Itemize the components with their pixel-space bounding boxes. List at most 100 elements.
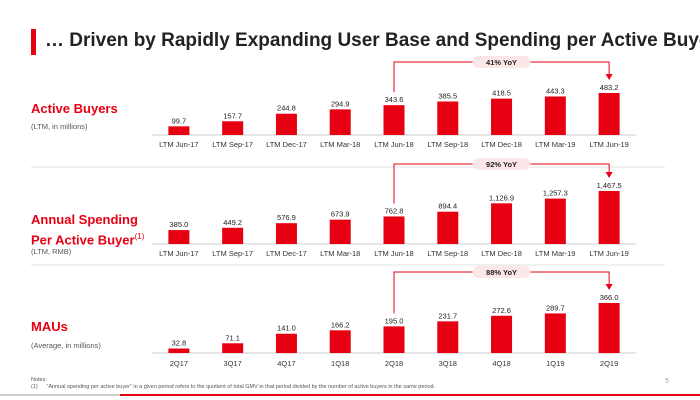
chart-maus-bar: [437, 321, 459, 353]
chart-active-buyers-category-label: LTM Mar-18: [320, 140, 360, 149]
chart-active-buyers-bar: [437, 101, 459, 135]
section-subtitle-maus: (Average, in millions): [31, 341, 101, 350]
chart-spending-bar: [383, 216, 405, 244]
chart-active-buyers-value-label: 294.9: [331, 99, 350, 108]
chart-spending-category-label: LTM Jun-17: [159, 249, 198, 258]
chart-spending-category-label: LTM Mar-19: [535, 249, 575, 258]
chart-maus-bar: [491, 315, 513, 353]
chart-spending-value-label: 894.4: [438, 202, 457, 211]
chart-spending-value-label: 1,126.9: [489, 193, 514, 202]
chart-active-buyers-category-label: LTM Jun-17: [159, 140, 198, 149]
chart-maus-value-label: 32.8: [172, 339, 187, 348]
footnote-mark: (1): [134, 232, 145, 241]
chart-maus-category-label: 4Q17: [277, 359, 295, 368]
chart-maus-category-label: 2Q19: [600, 359, 618, 368]
chart-active-buyers-value-label: 157.7: [223, 111, 242, 120]
note-number: (1): [31, 384, 38, 390]
footer-line: [0, 394, 700, 396]
chart-maus-value-label: 141.0: [277, 324, 296, 333]
chart-spending-value-label: 385.0: [169, 220, 188, 229]
page-number: 5: [665, 378, 669, 385]
chart-spending-bar: [168, 230, 190, 244]
chart-spending-value-label: 1,467.5: [597, 181, 622, 190]
chart-spending-bar: [222, 227, 244, 244]
chart-spending-category-label: LTM Jun-19: [589, 249, 628, 258]
chart-maus-value-label: 289.7: [546, 303, 565, 312]
chart-maus-value-label: 231.7: [438, 311, 457, 320]
chart-active-buyers-bar: [329, 109, 351, 135]
chart-maus-yoy-pill: [472, 266, 531, 278]
section-title-spending-line2: Per Active Buyer: [31, 232, 135, 248]
chart-maus-bar: [168, 348, 190, 353]
chart-maus-category-label: 3Q18: [439, 359, 457, 368]
chart-maus-category-label: 1Q19: [546, 359, 564, 368]
chart-active-buyers-bar: [491, 98, 513, 135]
chart-maus-bar: [544, 313, 566, 353]
chart-spending-value-label: 1,257.3: [543, 189, 568, 198]
chart-spending-bar: [598, 191, 620, 244]
chart-spending-bar: [491, 203, 513, 244]
chart-maus-bar: [222, 343, 244, 353]
chart-spending-value-label: 762.8: [385, 206, 404, 215]
chart-spending-bar: [275, 223, 297, 244]
chart-spending-yoy-arrow: [605, 172, 613, 178]
chart-active-buyers-yoy-arrow: [605, 74, 613, 80]
title-accent-bar: [31, 29, 36, 55]
chart-maus-bar: [329, 330, 351, 353]
chart-spending-category-label: LTM Dec-18: [481, 249, 522, 258]
footer-line-grey: [0, 394, 120, 396]
chart-spending-category-label: LTM Sep-17: [212, 249, 253, 258]
chart-active-buyers-category-label: LTM Jun-19: [589, 140, 628, 149]
chart-spending-category-label: LTM Sep-18: [427, 249, 468, 258]
chart-active-buyers-value-label: 244.8: [277, 104, 296, 113]
chart-maus-yoy-label: 88% YoY: [486, 268, 517, 277]
chart-active-buyers-value-label: 443.3: [546, 86, 565, 95]
chart-active-buyers-category-label: LTM Jun-18: [374, 140, 413, 149]
chart-maus-bar: [275, 333, 297, 353]
chart-maus-category-label: 4Q18: [492, 359, 510, 368]
chart-spending-value-label: 449.2: [223, 218, 242, 227]
chart-active-buyers-bar: [383, 105, 405, 135]
chart-active-buyers-category-label: LTM Sep-17: [212, 140, 253, 149]
chart-active-buyers-bar: [275, 113, 297, 135]
chart-maus-value-label: 71.1: [225, 333, 240, 342]
chart-spending-category-label: LTM Jun-18: [374, 249, 413, 258]
chart-spending-bar: [544, 198, 566, 244]
chart-maus-category-label: 2Q18: [385, 359, 403, 368]
chart-spending-category-label: LTM Mar-18: [320, 249, 360, 258]
chart-active-buyers-bar: [168, 126, 190, 135]
section-subtitle-spending: (LTM, RMB): [31, 247, 72, 256]
chart-active-buyers-category-label: LTM Dec-18: [481, 140, 522, 149]
section-title-active-buyers: Active Buyers: [31, 101, 118, 116]
chart-active-buyers-value-label: 343.6: [385, 95, 404, 104]
chart-active-buyers-yoy-label: 41% YoY: [486, 58, 517, 67]
chart-maus-value-label: 366.0: [600, 293, 619, 302]
notes: Notes: (1) “Annual spending per active b…: [31, 377, 435, 391]
page-title: … Driven by Rapidly Expanding User Base …: [45, 30, 700, 51]
chart-active-buyers-value-label: 418.5: [492, 89, 511, 98]
chart-maus-value-label: 166.2: [331, 320, 350, 329]
section-subtitle-active-buyers: (LTM, in millions): [31, 122, 88, 131]
chart-maus-category-label: 3Q17: [223, 359, 241, 368]
chart-maus-value-label: 195.0: [385, 316, 404, 325]
note-item: (1) “Annual spending per active buyer” i…: [31, 384, 435, 391]
chart-active-buyers-category-label: LTM Mar-19: [535, 140, 575, 149]
chart-active-buyers-category-label: LTM Sep-18: [427, 140, 468, 149]
chart-active-buyers-bar: [544, 96, 566, 135]
chart-maus-yoy-arrow: [605, 284, 613, 290]
chart-maus-value-label: 272.6: [492, 306, 511, 315]
section-title-spending: Annual Spending Per Active Buyer(1): [31, 211, 144, 248]
chart-spending-category-label: LTM Dec-17: [266, 249, 307, 258]
section-title-maus: MAUs: [31, 319, 68, 334]
chart-active-buyers-value-label: 99.7: [172, 116, 187, 125]
chart-spending-value-label: 576.9: [277, 213, 296, 222]
chart-active-buyers-yoy-pill: [472, 56, 531, 68]
chart-spending-bar: [437, 211, 459, 244]
section-title-spending-line1: Annual Spending: [31, 212, 138, 227]
note-text: “Annual spending per active buyer” in a …: [46, 384, 436, 390]
chart-maus-category-label: 1Q18: [331, 359, 349, 368]
chart-active-buyers-value-label: 385.5: [438, 91, 457, 100]
chart-active-buyers-bar: [598, 93, 620, 135]
chart-maus-bar: [383, 326, 405, 353]
